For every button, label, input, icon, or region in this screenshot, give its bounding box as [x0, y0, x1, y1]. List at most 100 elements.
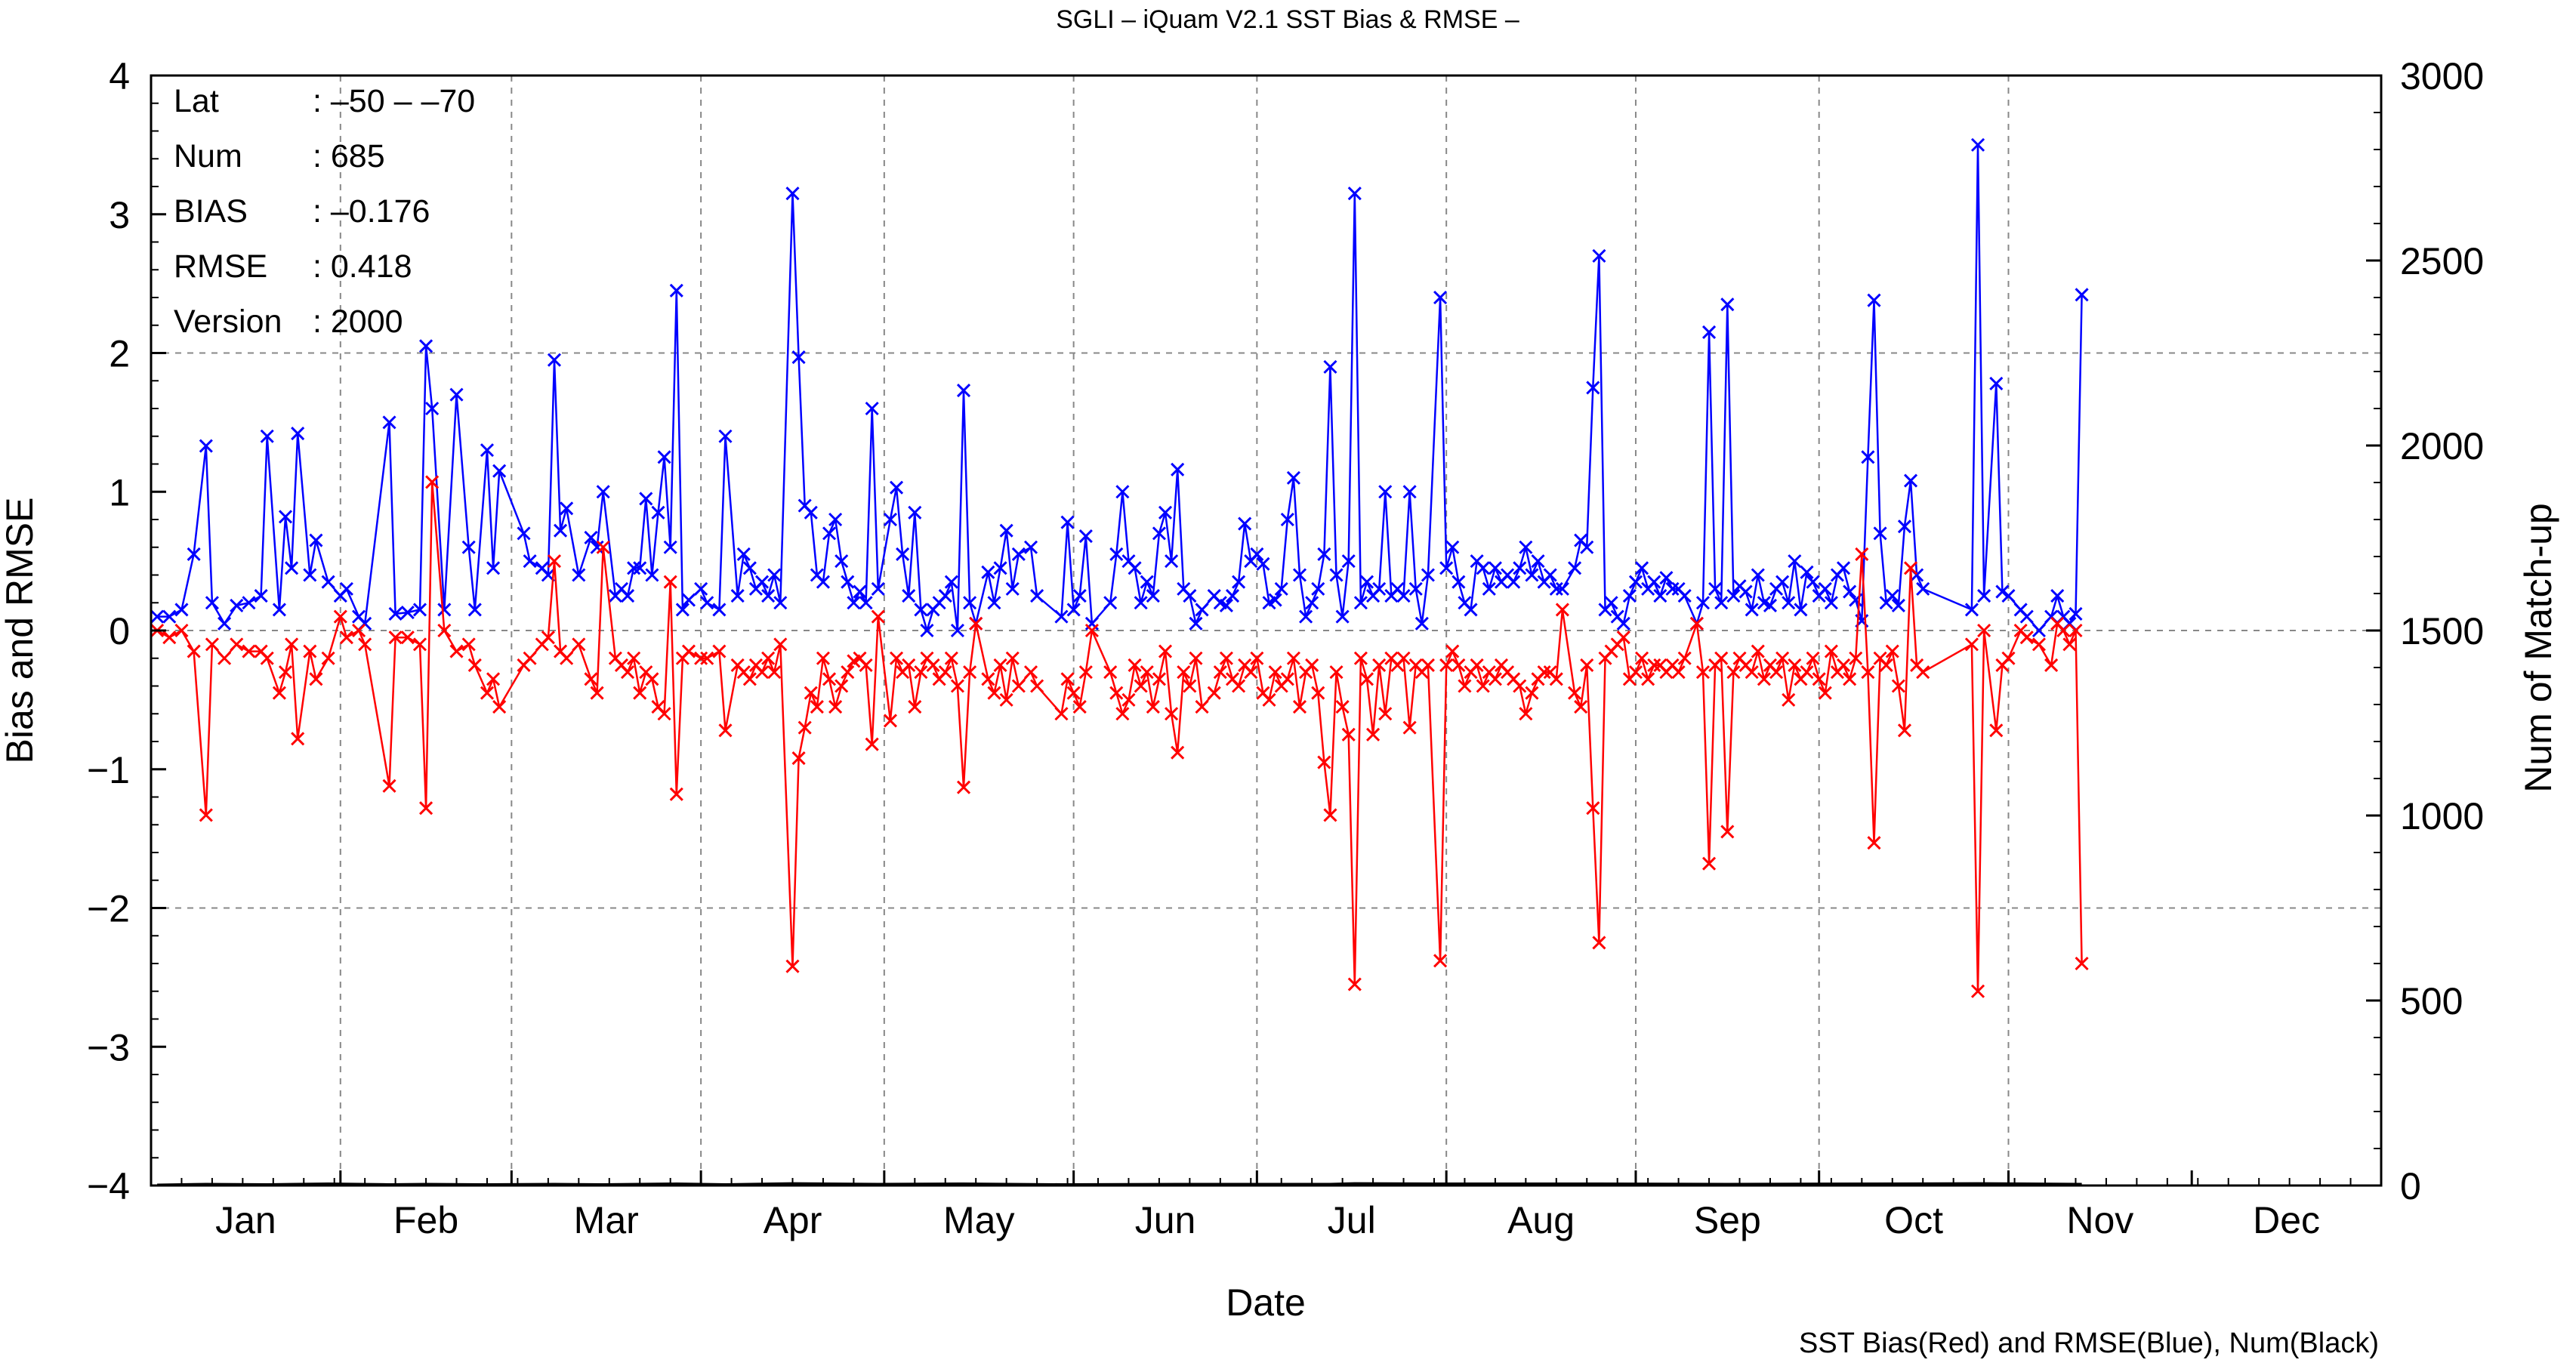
data-point-rmse	[1824, 596, 1838, 610]
data-point-rmse	[291, 427, 305, 441]
data-point-bias	[425, 475, 440, 489]
data-point-rmse	[1806, 575, 1820, 589]
data-point-bias	[950, 679, 964, 693]
data-point-bias	[480, 686, 495, 700]
y2-axis-label: Num of Match-up	[2517, 503, 2559, 792]
data-point-bias	[1568, 686, 1582, 700]
data-point-bias	[700, 651, 714, 665]
data-point-rmse	[956, 384, 971, 398]
data-point-rmse	[1647, 575, 1661, 589]
data-point-rmse	[1078, 529, 1093, 544]
data-point-rmse	[859, 596, 873, 610]
data-point-rmse	[1818, 581, 1832, 596]
data-point-rmse	[1183, 589, 1197, 603]
data-point-bias	[718, 723, 733, 738]
data-point-bias	[1757, 672, 1771, 686]
data-point-bias	[1121, 692, 1136, 707]
data-point-rmse	[449, 387, 464, 402]
data-point-rmse	[1580, 540, 1594, 554]
x-tick-label-month: Jan	[215, 1199, 276, 1241]
data-point-rmse	[1977, 589, 1991, 603]
x-tick-label-month: Aug	[1507, 1199, 1575, 1241]
data-point-rmse	[804, 505, 818, 520]
data-point-rmse	[1134, 596, 1148, 610]
data-point-rmse	[1158, 505, 1173, 520]
data-point-rmse	[492, 464, 507, 478]
data-point-rmse	[1372, 581, 1387, 596]
data-point-bias	[1011, 679, 1026, 693]
data-point-rmse	[908, 505, 922, 520]
data-point-rmse	[2031, 623, 2047, 638]
data-point-bias	[187, 644, 201, 658]
data-point-bias	[2001, 651, 2016, 665]
data-point-rmse	[993, 561, 1007, 575]
data-point-rmse	[1140, 575, 1154, 589]
info-value: : –50 – –70	[313, 83, 475, 119]
data-point-bias	[1701, 856, 1717, 871]
data-point-rmse	[1549, 581, 1563, 596]
data-point-bias	[1078, 665, 1093, 680]
data-point-rmse	[1274, 581, 1288, 596]
data-point-rmse	[1335, 609, 1350, 624]
data-point-rmse	[523, 554, 537, 569]
info-label: Lat	[174, 83, 219, 119]
data-point-bias	[1677, 651, 1692, 665]
data-point-rmse	[1378, 485, 1393, 499]
data-point-rmse	[1775, 575, 1790, 589]
data-point-bias	[1023, 665, 1038, 680]
data-point-bias	[1525, 686, 1539, 700]
data-point-bias	[657, 707, 671, 721]
info-label: RMSE	[174, 248, 267, 285]
data-point-rmse	[486, 561, 501, 575]
info-label: Num	[174, 138, 242, 174]
data-point-rmse	[1341, 554, 1356, 569]
data-point-bias	[1843, 672, 1857, 686]
data-point-bias	[1867, 836, 1881, 850]
data-point-bias	[1769, 665, 1784, 680]
data-point-bias	[260, 651, 274, 665]
data-point-rmse	[1268, 593, 1282, 607]
data-point-bias	[560, 651, 574, 665]
data-point-bias	[1134, 679, 1148, 693]
data-point-bias	[272, 686, 286, 700]
data-point-rmse	[1677, 589, 1692, 603]
data-point-rmse	[1317, 547, 1331, 561]
data-point-rmse	[761, 589, 776, 603]
data-point-rmse	[639, 492, 653, 506]
data-point-rmse	[1421, 568, 1435, 582]
data-point-bias	[523, 651, 537, 665]
data-point-bias	[1574, 700, 1588, 714]
data-point-rmse	[1555, 581, 1569, 596]
data-point-bias	[1353, 651, 1368, 665]
data-point-bias	[816, 651, 831, 665]
data-point-bias	[889, 651, 904, 665]
data-point-bias	[1641, 672, 1655, 686]
data-point-rmse	[1836, 561, 1851, 575]
chart-title: SGLI – iQuam V2.1 SST Bias & RMSE –	[1056, 5, 1519, 34]
data-point-bias	[1005, 651, 1020, 665]
data-point-bias	[388, 631, 403, 645]
data-point-bias	[1084, 623, 1099, 638]
data-point-bias	[1720, 825, 1735, 839]
data-point-bias	[944, 651, 958, 665]
data-point-rmse	[785, 187, 800, 201]
data-point-rmse	[217, 616, 232, 631]
y-axis-label: Bias and RMSE	[0, 498, 41, 764]
data-point-rmse	[1861, 450, 1875, 464]
data-point-bias	[2031, 637, 2047, 652]
data-point-rmse	[1525, 568, 1539, 582]
data-point-bias	[1347, 977, 1362, 991]
data-point-rmse	[419, 339, 433, 353]
data-point-rmse	[841, 575, 855, 589]
data-point-bias	[437, 623, 452, 638]
data-point-rmse	[1788, 554, 1802, 569]
data-point-bias	[1580, 658, 1594, 672]
y2-tick-label: 3000	[2400, 55, 2484, 97]
data-point-rmse	[889, 480, 904, 495]
data-point-rmse	[981, 565, 995, 579]
data-point-rmse	[1347, 187, 1362, 201]
data-point-bias	[1861, 665, 1875, 680]
data-point-rmse	[1695, 596, 1711, 610]
data-point-bias	[1183, 679, 1197, 693]
data-point-rmse	[1299, 609, 1313, 624]
